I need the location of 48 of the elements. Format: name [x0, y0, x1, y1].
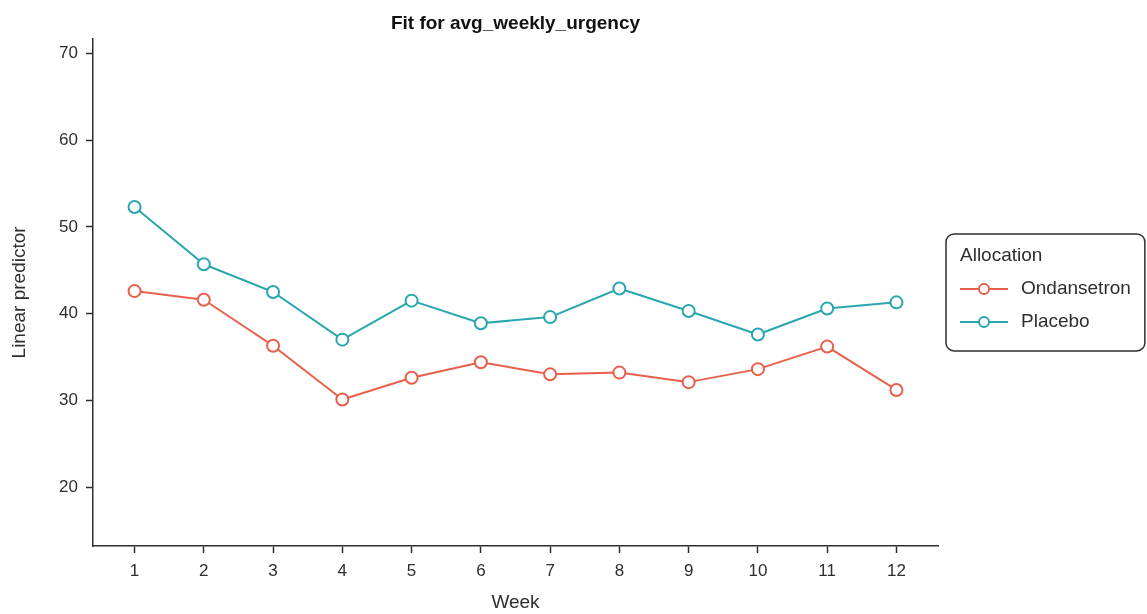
point: [820, 339, 835, 354]
point: [612, 281, 627, 296]
point: [196, 292, 211, 307]
x-tick-label: 6: [476, 560, 486, 580]
y-tick-label: 40: [59, 303, 78, 323]
x-tick-label: 8: [614, 560, 625, 580]
point: [404, 370, 419, 385]
point: [127, 284, 142, 299]
point: [266, 284, 281, 299]
point: [820, 301, 835, 316]
point: [196, 257, 211, 272]
x-tick-label: 5: [406, 560, 417, 580]
point: [750, 362, 765, 377]
x-tick-label: 4: [337, 560, 348, 580]
x-tick-label: 10: [748, 560, 768, 580]
x-axis-title: Week: [491, 590, 541, 612]
point: [543, 310, 558, 325]
point: [889, 295, 904, 310]
x-tick-label: 9: [683, 560, 694, 580]
y-tick-label: 60: [59, 129, 78, 149]
point: [681, 375, 696, 390]
legend-label: Placebo: [1021, 310, 1090, 332]
y-tick-label: 70: [59, 43, 78, 63]
x-tick-label: 7: [545, 560, 555, 580]
point: [404, 293, 419, 308]
y-tick-label: 20: [59, 476, 78, 496]
point: [335, 392, 350, 407]
point: [473, 355, 488, 370]
legend-label: Ondansetron: [1021, 277, 1131, 299]
point: [612, 365, 627, 380]
x-tick-label: 3: [268, 560, 278, 580]
x-tick-label: 2: [199, 560, 209, 580]
point: [750, 327, 765, 342]
x-tick-label: 1: [129, 560, 140, 580]
point: [681, 304, 696, 319]
point: [335, 332, 350, 347]
y-tick-label: 30: [59, 390, 78, 410]
x-tick-label: 12: [886, 560, 906, 580]
point: [127, 200, 142, 214]
y-axis-title: Linear predictor: [7, 225, 29, 359]
point: [543, 367, 558, 382]
chart-title: Fit for avg_weekly_urgency: [390, 11, 641, 33]
x-tick-label: 11: [818, 560, 837, 580]
legend-title: Allocation: [960, 244, 1043, 266]
point: [266, 338, 281, 353]
point: [889, 382, 904, 397]
y-tick-label: 50: [59, 216, 78, 236]
point: [473, 316, 488, 331]
